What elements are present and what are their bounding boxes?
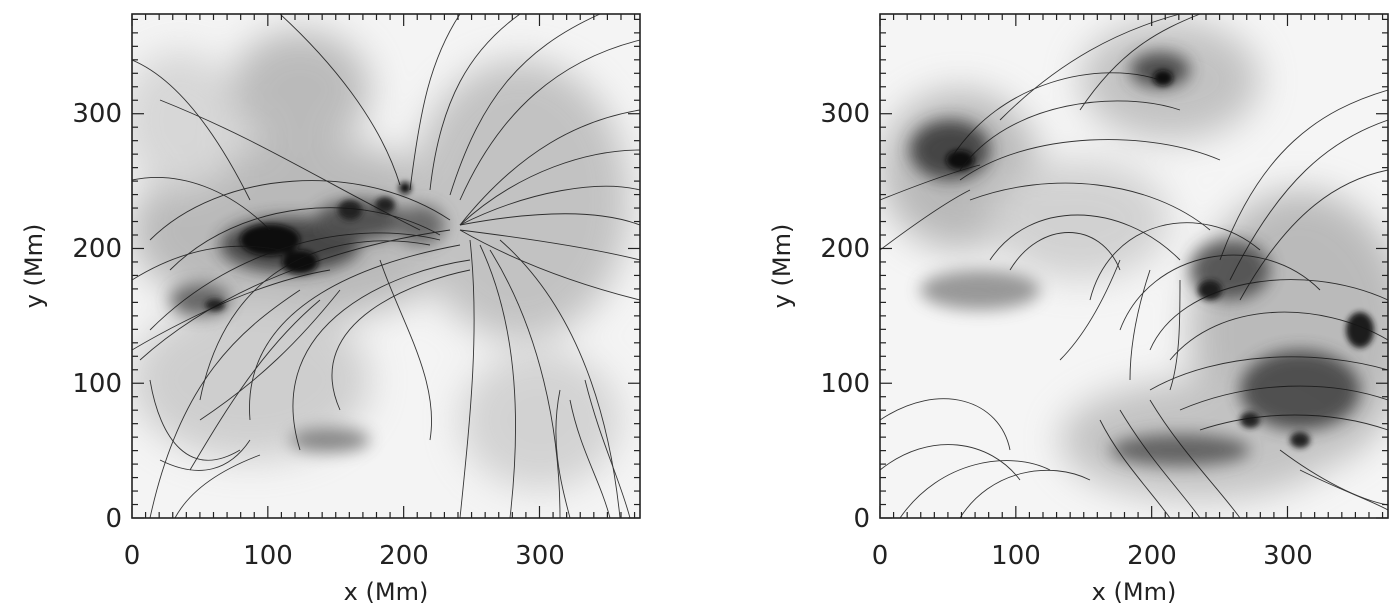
left-field-lines	[132, 14, 640, 518]
right-xtick-label-100: 100	[991, 541, 1041, 571]
right-image	[880, 14, 1388, 518]
right-plot-frame	[879, 13, 1389, 519]
left-x-axis-label: x (Mm)	[344, 578, 429, 606]
left-ytick-label-200: 200	[72, 234, 122, 264]
left-xtick-label-300: 300	[515, 541, 565, 571]
left-y-axis-label: y (Mm)	[20, 224, 48, 309]
right-ytick-label-200: 200	[820, 234, 870, 264]
right-xtick-label-0: 0	[872, 541, 889, 571]
right-ytick-label-100: 100	[820, 369, 870, 399]
right-ytick-label-300: 300	[820, 99, 870, 129]
left-xtick-label-0: 0	[124, 541, 141, 571]
right-y-axis-label: y (Mm)	[768, 224, 796, 309]
left-xtick-label-200: 200	[379, 541, 429, 571]
left-ytick-label-0: 0	[105, 504, 122, 534]
right-field-lines	[880, 14, 1388, 518]
left-ytick-label-100: 100	[72, 369, 122, 399]
right-xtick-label-300: 300	[1263, 541, 1313, 571]
left-image	[132, 14, 640, 518]
left-tick-marks	[131, 14, 640, 519]
right-tick-marks	[879, 14, 1388, 519]
left-panel: 0 100 200 300 0 100 200 300 x (Mm) y (Mm…	[20, 13, 641, 606]
left-plot-frame	[131, 13, 641, 519]
left-xtick-label-100: 100	[243, 541, 293, 571]
left-ytick-label-300: 300	[72, 99, 122, 129]
right-ytick-label-0: 0	[853, 504, 870, 534]
right-x-axis-label: x (Mm)	[1092, 578, 1177, 606]
right-panel: 0 100 200 300 0 100 200 300 x (Mm) y (Mm…	[768, 13, 1389, 606]
right-xtick-label-200: 200	[1127, 541, 1177, 571]
